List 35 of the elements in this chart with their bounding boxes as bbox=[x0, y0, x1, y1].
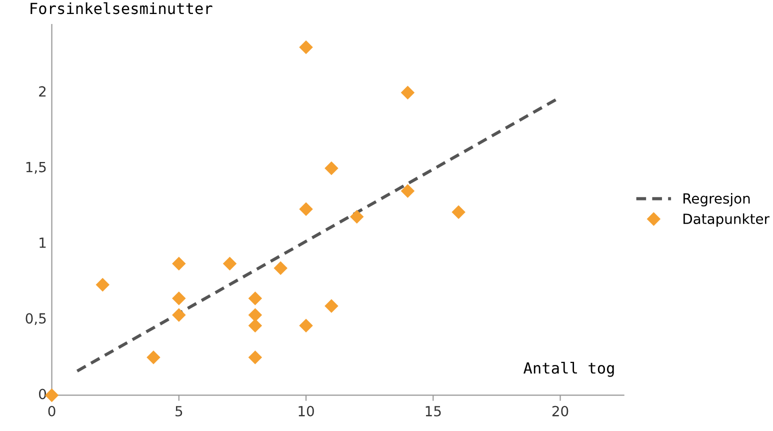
point bbox=[248, 350, 262, 364]
point bbox=[452, 205, 466, 219]
point bbox=[299, 318, 313, 332]
point bbox=[172, 308, 186, 322]
y-tick-label: 2 bbox=[39, 86, 46, 96]
x-axis-title: Antall tog bbox=[524, 362, 614, 377]
legend-label: Regresjon bbox=[684, 192, 750, 206]
legend-label: Datapunkter bbox=[684, 213, 770, 227]
y-tick-label: 1,5 bbox=[26, 162, 46, 174]
y-axis-title: Forsinkelsesminutter bbox=[30, 2, 212, 14]
point bbox=[324, 162, 338, 176]
point bbox=[146, 350, 160, 364]
point bbox=[299, 202, 313, 216]
point bbox=[223, 256, 236, 270]
x-tick-label: 10 bbox=[298, 406, 314, 416]
point bbox=[248, 318, 262, 332]
y-tick-label: 0 bbox=[39, 388, 46, 400]
y-tick-label: 0,5 bbox=[26, 313, 46, 326]
x-tick-label: 5 bbox=[176, 406, 182, 416]
point bbox=[45, 388, 59, 402]
point bbox=[172, 292, 186, 306]
point bbox=[274, 261, 288, 275]
x-tick-label: 0 bbox=[48, 406, 56, 416]
point bbox=[400, 184, 414, 198]
point bbox=[350, 210, 364, 224]
y-tick-label: 1 bbox=[40, 238, 46, 248]
point bbox=[324, 299, 338, 313]
point bbox=[299, 40, 313, 54]
x-tick-label: 20 bbox=[552, 406, 568, 416]
point bbox=[248, 308, 262, 322]
x-tick-label: 15 bbox=[426, 406, 441, 416]
point bbox=[248, 292, 262, 306]
point bbox=[400, 86, 414, 100]
point bbox=[172, 256, 186, 270]
point bbox=[96, 278, 110, 292]
